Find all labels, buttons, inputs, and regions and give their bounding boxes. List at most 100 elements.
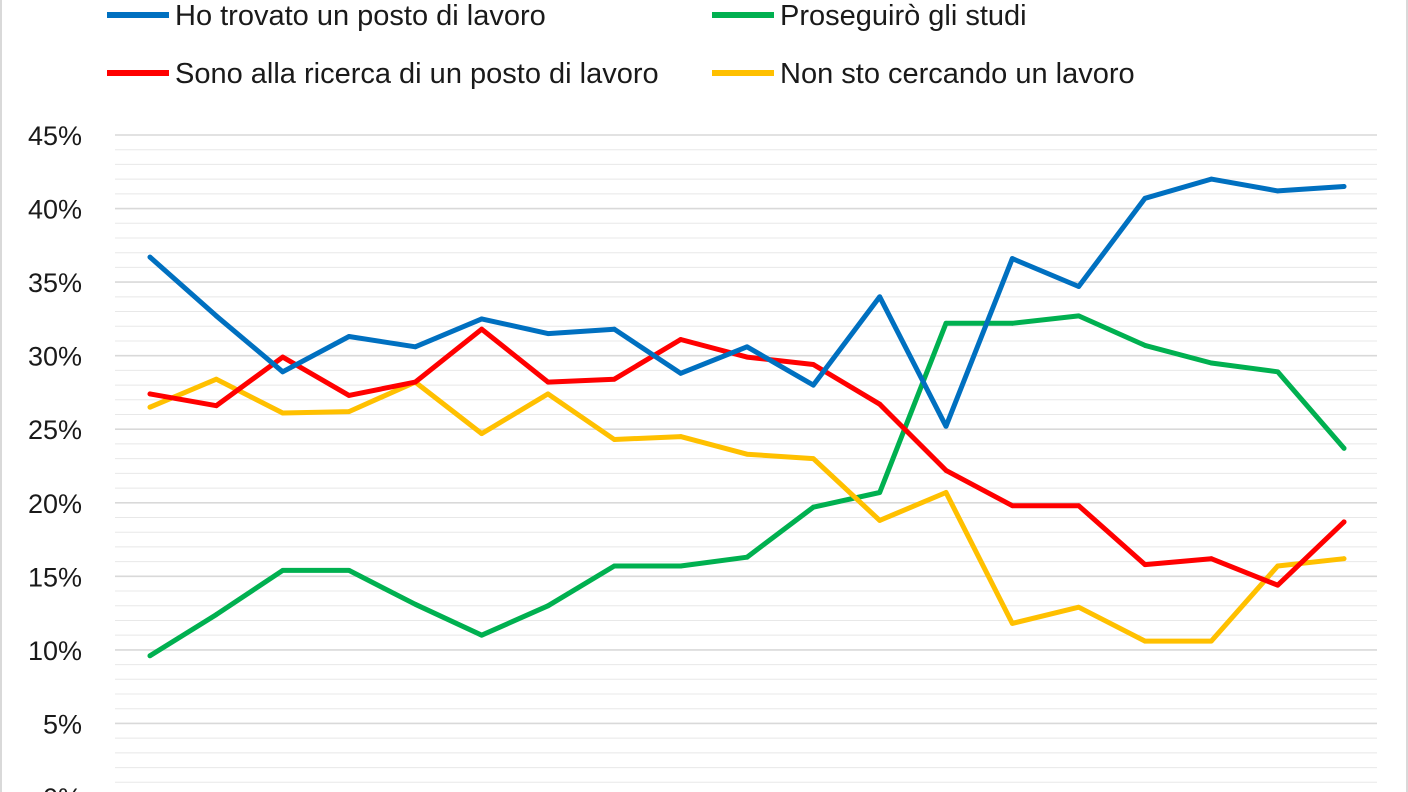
data-point bbox=[346, 409, 352, 414]
data-point bbox=[1341, 556, 1347, 562]
data-point bbox=[213, 612, 219, 617]
series-line-2 bbox=[147, 313, 1347, 659]
legend: Ho trovato un posto di lavoro Proseguirò … bbox=[107, 0, 1135, 90]
data-point bbox=[1142, 562, 1148, 567]
data-point bbox=[1208, 360, 1214, 366]
data-point bbox=[280, 354, 286, 360]
data-point bbox=[412, 601, 418, 607]
data-point bbox=[1142, 342, 1148, 348]
data-point bbox=[943, 468, 949, 473]
data-point bbox=[280, 369, 286, 375]
series-lines bbox=[147, 176, 1347, 659]
y-tick-label: 0% bbox=[43, 783, 82, 792]
data-point bbox=[1208, 638, 1214, 644]
data-point bbox=[943, 423, 949, 429]
data-point bbox=[1009, 256, 1015, 261]
data-point bbox=[877, 518, 883, 523]
data-point bbox=[479, 326, 485, 332]
data-point bbox=[943, 320, 949, 326]
data-point bbox=[678, 337, 684, 342]
data-point bbox=[810, 382, 816, 388]
data-point bbox=[213, 313, 219, 319]
data-point bbox=[744, 554, 750, 560]
data-point bbox=[744, 354, 750, 360]
data-point bbox=[744, 451, 750, 457]
data-point bbox=[678, 434, 684, 439]
y-tick-label: 30% bbox=[28, 342, 82, 372]
data-point bbox=[1076, 503, 1082, 509]
data-point bbox=[611, 437, 617, 442]
data-point bbox=[412, 344, 418, 350]
data-point bbox=[147, 404, 153, 410]
data-point bbox=[545, 379, 551, 385]
data-point bbox=[545, 391, 551, 397]
legend-item-4[interactable]: Non sto cercando un lavoro bbox=[712, 58, 1135, 90]
data-point bbox=[1341, 184, 1347, 189]
data-point bbox=[810, 456, 816, 462]
legend-item-2[interactable]: Proseguirò gli studi bbox=[712, 0, 1027, 32]
y-tick-label: 35% bbox=[28, 268, 82, 298]
data-point bbox=[545, 603, 551, 609]
data-point bbox=[1208, 176, 1214, 182]
gridlines bbox=[115, 134, 1377, 783]
data-point bbox=[412, 379, 418, 385]
data-point bbox=[943, 490, 949, 495]
data-point bbox=[346, 568, 352, 573]
data-point bbox=[877, 490, 883, 495]
data-point bbox=[611, 326, 617, 332]
y-tick-label: 5% bbox=[43, 709, 82, 739]
y-tick-label: 40% bbox=[28, 195, 82, 225]
y-tick-label: 45% bbox=[28, 121, 82, 151]
legend-item-3[interactable]: Sono alla ricerca di un posto di lavoro bbox=[107, 58, 659, 90]
data-point bbox=[1076, 604, 1082, 610]
data-point bbox=[1009, 320, 1015, 326]
data-point bbox=[1275, 582, 1281, 588]
data-point bbox=[1009, 621, 1015, 626]
y-tick-label: 25% bbox=[28, 415, 82, 445]
legend-label: Sono alla ricerca di un posto di lavoro bbox=[175, 58, 659, 90]
series-line-4 bbox=[147, 376, 1347, 644]
data-point bbox=[678, 563, 684, 569]
data-point bbox=[1341, 445, 1347, 451]
data-point bbox=[611, 376, 617, 382]
data-point bbox=[744, 344, 750, 350]
series-line-1 bbox=[147, 176, 1347, 429]
y-tick-label: 10% bbox=[28, 636, 82, 666]
y-tick-label: 20% bbox=[28, 489, 82, 519]
data-point bbox=[810, 362, 816, 367]
data-point bbox=[147, 653, 153, 659]
data-point bbox=[1076, 313, 1082, 319]
data-point bbox=[1142, 638, 1148, 644]
y-tick-label: 15% bbox=[28, 562, 82, 592]
data-point bbox=[1009, 503, 1015, 509]
data-point bbox=[479, 632, 485, 638]
data-point bbox=[1341, 519, 1347, 525]
data-point bbox=[611, 563, 617, 569]
data-point bbox=[479, 316, 485, 322]
y-axis-tick-labels: 0% 5% 10% 15% 20% 25% 30% 35% 40% 45% bbox=[28, 121, 82, 792]
data-point bbox=[213, 376, 219, 382]
data-point bbox=[1275, 369, 1281, 375]
data-point bbox=[877, 401, 883, 407]
data-point bbox=[1208, 556, 1214, 562]
data-point bbox=[147, 391, 153, 397]
legend-item-1[interactable]: Ho trovato un posto di lavoro bbox=[107, 0, 546, 32]
data-point bbox=[213, 403, 219, 409]
legend-label: Ho trovato un posto di lavoro bbox=[175, 0, 546, 32]
data-point bbox=[877, 294, 883, 300]
data-point bbox=[545, 331, 551, 336]
data-point bbox=[346, 334, 352, 339]
data-point bbox=[1076, 284, 1082, 289]
legend-label: Non sto cercando un lavoro bbox=[780, 58, 1135, 90]
data-point bbox=[1275, 563, 1281, 569]
data-point bbox=[280, 410, 286, 416]
data-point bbox=[280, 568, 286, 573]
data-point bbox=[678, 370, 684, 376]
data-point bbox=[346, 392, 352, 398]
data-point bbox=[1142, 195, 1148, 201]
legend-label: Proseguirò gli studi bbox=[780, 0, 1027, 32]
data-point bbox=[810, 504, 816, 510]
data-point bbox=[479, 431, 485, 437]
